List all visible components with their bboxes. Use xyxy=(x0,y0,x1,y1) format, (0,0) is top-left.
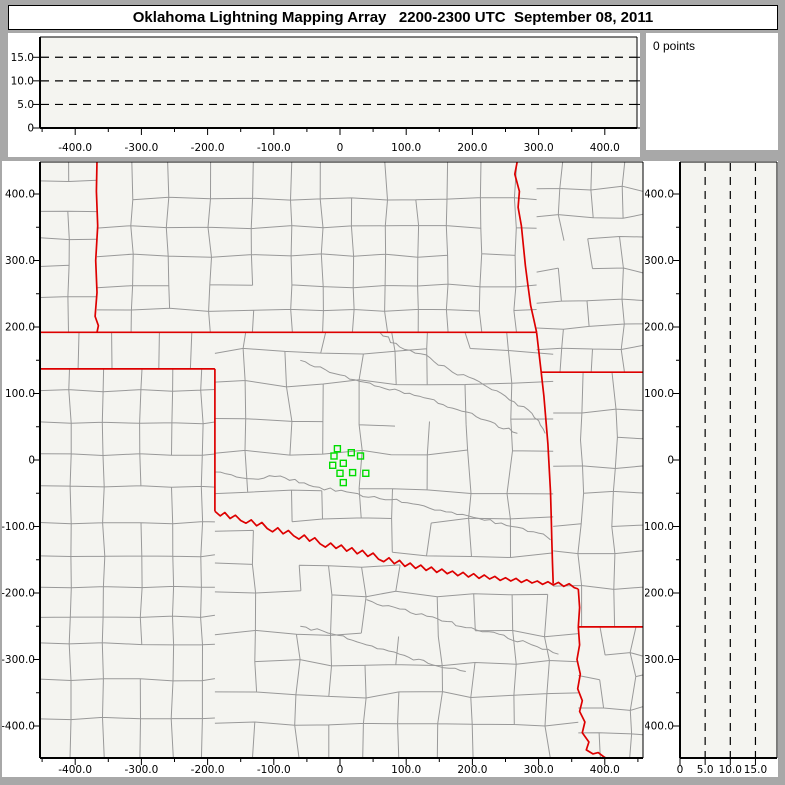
lma-station-marker xyxy=(362,469,370,477)
lma-station-marker xyxy=(329,461,337,469)
lma-station-marker xyxy=(333,445,342,453)
x-tick-label: 100.0 xyxy=(391,764,421,776)
lma-station-marker xyxy=(339,459,347,467)
y-tick-label: -100.0 xyxy=(645,521,674,533)
x-tick-label: 5.0 xyxy=(697,764,714,776)
x-tick-label: -200.0 xyxy=(191,142,225,154)
x-tick-label: -200.0 xyxy=(191,764,225,776)
y-tick-label: 400.0 xyxy=(5,189,35,201)
x-tick-label: -100.0 xyxy=(257,764,291,776)
map-plot: -400.0 -300.0 -200.0 -100.0 0 100.0 200.0 300.0… xyxy=(2,161,644,776)
lma-station-marker xyxy=(339,478,347,487)
x-tick-label: 400.0 xyxy=(590,142,620,154)
state-border-texas-louisiana xyxy=(576,626,608,758)
x-tick-label: 15.0 xyxy=(744,764,767,776)
altitude-ns-plot: 400.0 300.0 200.0 100.0 0 -100.0 -200.0 -300.0 -… xyxy=(645,161,778,776)
x-tick-label: 10.0 xyxy=(719,764,742,776)
lma-station-marker xyxy=(330,452,338,460)
page-title: Oklahoma Lightning Mapping Array 2200-23… xyxy=(132,9,654,26)
altitude-ew-plot: 0 5.0 10.0 15.0 -400.0 -300.0 -200.0 -100.0 0 100… xyxy=(11,36,640,154)
y-tick-label: -400.0 xyxy=(645,721,674,733)
y-tick-label: 400.0 xyxy=(645,189,674,201)
y-tick-label: 0 xyxy=(27,123,34,135)
x-tick-label: 100.0 xyxy=(391,142,421,154)
y-tick-label: -300.0 xyxy=(2,654,35,666)
lma-station-marker xyxy=(336,469,344,477)
state-border-red-river xyxy=(214,510,579,590)
y-tick-label: 100.0 xyxy=(645,388,674,400)
x-tick-label: 0 xyxy=(337,764,344,776)
y-tick-label: 15.0 xyxy=(11,52,34,64)
x-tick-label: 0 xyxy=(337,142,344,154)
county-lines xyxy=(40,162,643,758)
lma-station-marker xyxy=(348,468,357,477)
lma-station-marker xyxy=(356,452,365,460)
state-border-texas-arkansas xyxy=(577,588,581,627)
x-tick-label: -300.0 xyxy=(124,764,158,776)
x-tick-label: 400.0 xyxy=(590,764,620,776)
lma-station-marker xyxy=(347,449,355,457)
state-border-missouri-west xyxy=(513,162,538,333)
title-bar: Oklahoma Lightning Mapping Array 2200-23… xyxy=(8,5,778,30)
x-tick-label: -400.0 xyxy=(58,764,92,776)
y-tick-label: 0 xyxy=(667,455,674,467)
y-tick-label: 300.0 xyxy=(5,255,35,267)
y-tick-label: 0 xyxy=(28,455,35,467)
y-tick-label: 10.0 xyxy=(11,75,34,87)
panel-altitude-ew: 0 5.0 10.0 15.0 -400.0 -300.0 -200.0 -100.0 0 100… xyxy=(8,33,640,157)
x-tick-label: 200.0 xyxy=(457,142,487,154)
x-tick-label: 200.0 xyxy=(457,764,487,776)
y-tick-label: 300.0 xyxy=(645,255,674,267)
y-tick-label: -300.0 xyxy=(645,654,674,666)
x-tick-label: 300.0 xyxy=(524,764,554,776)
ew-plot-area xyxy=(40,37,637,128)
points-count-label: 0 points xyxy=(653,39,696,53)
river-lines xyxy=(214,331,559,672)
panel-points-count: 0 points xyxy=(646,33,778,150)
y-tick-label: 100.0 xyxy=(5,388,35,400)
map-layers xyxy=(40,162,643,758)
panel-bottom: -400.0 -300.0 -200.0 -100.0 0 100.0 200.0 300.0… xyxy=(2,161,778,777)
y-tick-label: -200.0 xyxy=(645,588,674,600)
y-tick-label: -400.0 xyxy=(2,721,35,733)
lma-stations xyxy=(329,445,370,487)
y-tick-label: 5.0 xyxy=(17,99,34,111)
state-border-kansas-colorado xyxy=(94,162,100,333)
y-tick-label: 200.0 xyxy=(645,322,674,334)
state-border-arkansas-west xyxy=(535,332,555,584)
x-tick-label: -100.0 xyxy=(257,142,291,154)
y-tick-label: -200.0 xyxy=(2,588,35,600)
x-tick-label: -400.0 xyxy=(58,142,92,154)
y-tick-label: 200.0 xyxy=(5,322,35,334)
x-tick-label: -300.0 xyxy=(124,142,158,154)
y-tick-label: -100.0 xyxy=(2,521,35,533)
x-tick-label: 0 xyxy=(677,764,684,776)
x-tick-label: 300.0 xyxy=(524,142,554,154)
ns-plot-area xyxy=(680,162,777,758)
